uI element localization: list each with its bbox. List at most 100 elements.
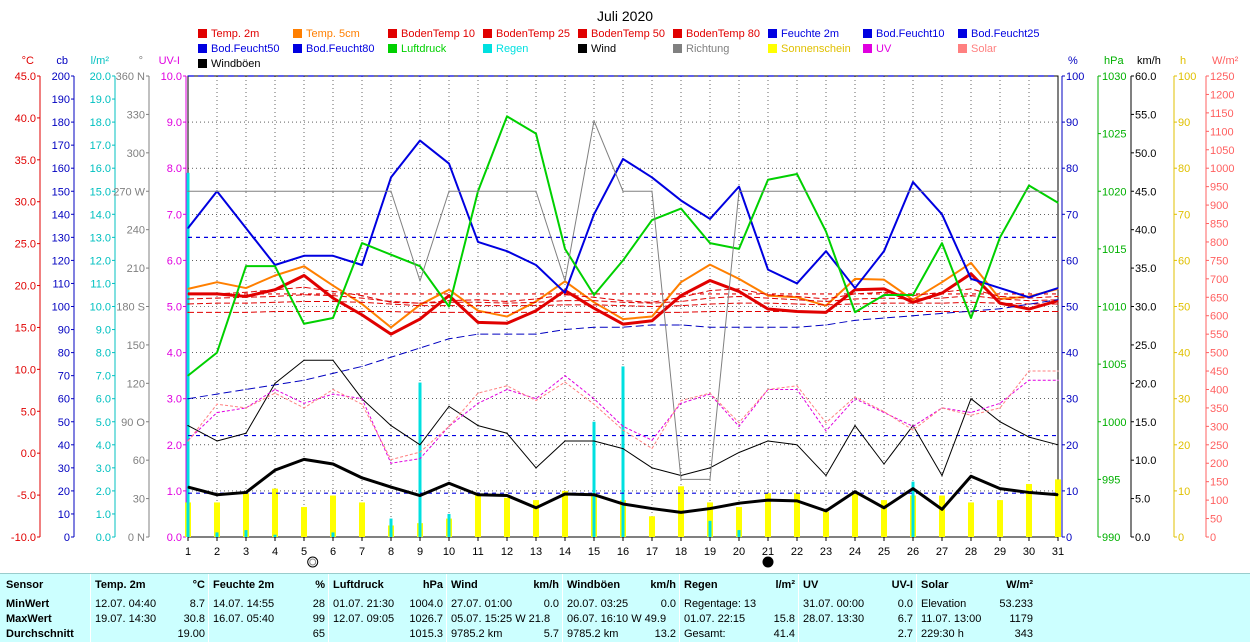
point-feuchte-2m [390, 176, 392, 179]
point-richtung [970, 190, 972, 192]
stats-unit: °C [192, 579, 205, 591]
point-solar [245, 407, 247, 409]
point-bod-feucht10 [477, 333, 479, 335]
stats-column-press: Luftdruck hPa 01.07. 21:30 1004.0 12.07. 09:… [328, 574, 447, 642]
axis-tick-label-solar: 50 [1210, 514, 1222, 526]
legend-label-18: Windböen [211, 58, 261, 70]
point-richtung [448, 190, 450, 192]
moon-new-icon [762, 556, 774, 568]
legend-swatch [578, 44, 587, 53]
point-luftdruck [825, 230, 827, 233]
point-luftdruck [332, 317, 334, 319]
point-bod-feucht10 [419, 347, 421, 349]
stats-cell-label: 20.07. 03:25 [567, 598, 629, 610]
point-luftdruck [709, 242, 711, 244]
legend-label-13: Wind [591, 43, 616, 55]
axis-tick-label-solar: 350 [1210, 403, 1228, 415]
point-feuchte-2m [941, 213, 943, 215]
axis-tick-label-cb: 30 [58, 463, 70, 475]
point-bodentemp-10 [216, 293, 218, 295]
point-uv [999, 402, 1001, 404]
stats-cell-value: 5.7 [543, 628, 559, 640]
point-solar [622, 429, 624, 431]
axis-tick-label-temp: 5.0 [21, 406, 36, 418]
point-feuchte-2m [970, 278, 972, 280]
legend-label-17: Solar [971, 43, 997, 55]
legend-swatch [198, 59, 207, 68]
legend-swatch [293, 29, 302, 38]
point-solar [390, 458, 392, 461]
point-solar [332, 388, 334, 391]
point-temp-5cm [651, 315, 653, 318]
point-bod-feucht10 [825, 324, 827, 326]
point-bodentemp-10 [535, 298, 537, 300]
point-bod-feucht10 [854, 319, 856, 321]
point-richtung [390, 190, 392, 192]
x-tick-label-26: 26 [907, 546, 919, 558]
axis-tick-label-solar: 250 [1210, 440, 1228, 452]
legend-label-2: BodenTemp 10 [401, 28, 475, 40]
point-bod-feucht10 [593, 326, 595, 328]
axis-tick-label-sun: 0 [1178, 532, 1184, 544]
point-bodentemp-80 [738, 310, 740, 313]
axis-tick-label-solar: 850 [1210, 219, 1228, 231]
weather-chart: Juli 2020 Temp. 2m Temp. 5cm BodenTemp 10 Bo… [11, 8, 1239, 568]
point-luftdruck [593, 294, 595, 296]
stats-cell-value: 41.4 [773, 628, 795, 640]
bar-regen-1 [186, 172, 190, 537]
point-richtung [274, 190, 276, 192]
x-tick-label-4: 4 [272, 546, 278, 558]
point-luftdruck [303, 323, 305, 325]
point-feuchte-2m [709, 218, 711, 220]
stats-header: UV [803, 579, 819, 591]
x-tick-label-6: 6 [330, 546, 336, 558]
point-wind [506, 494, 508, 497]
axis-tick-label-rain: 17.0 [90, 140, 111, 152]
axis-tick-label-hum: 10 [1066, 486, 1078, 498]
stats-cell-value: 19.00 [177, 628, 205, 640]
axis-tick-label-press: 990 [1102, 532, 1120, 544]
row-label-sensor: Sensor [6, 579, 44, 591]
point-bodentemp-10 [825, 298, 827, 300]
bar-regen-16 [621, 366, 625, 537]
axis-tick-label-rain: 8.0 [96, 348, 111, 360]
axis-tick-label-press: 1030 [1102, 71, 1126, 83]
point-solar [274, 392, 276, 394]
x-tick-label-2: 2 [214, 546, 220, 558]
point-bod-feucht10 [535, 333, 537, 335]
axis-tick-label-press: 995 [1102, 474, 1120, 486]
point-temp-2m [883, 288, 885, 290]
axis-tick-label-solar: 200 [1210, 458, 1228, 470]
axis-tick-label-solar: 500 [1210, 348, 1228, 360]
point-temp-2m [651, 320, 653, 322]
stats-cell-value: 6.7 [897, 613, 913, 625]
axis-tick-label-cb: 90 [58, 325, 70, 337]
x-tick-label-19: 19 [704, 546, 716, 558]
bar-sonnenschein-24 [852, 493, 858, 537]
point-windb-en [796, 444, 798, 446]
point-richtung [767, 190, 769, 192]
x-tick-label-5: 5 [301, 546, 307, 558]
bar-regen-15 [592, 421, 596, 537]
axis-tick-label-uv: 7.0 [167, 209, 182, 221]
point-luftdruck [999, 236, 1001, 238]
axis-tick-label-rain: 16.0 [90, 163, 111, 175]
point-wind [332, 463, 334, 465]
point-bod-feucht10 [738, 326, 740, 328]
point-uv [303, 402, 305, 404]
point-solar [1057, 370, 1059, 372]
bar-sonnenschein-6 [330, 495, 336, 537]
point-bodentemp-50 [941, 302, 943, 304]
axis-tick-label-solar: 550 [1210, 329, 1228, 341]
axis-tick-label-cb: 0 [64, 532, 70, 544]
axis-unit-dir: ° [139, 55, 143, 67]
point-bodentemp-50 [593, 304, 595, 306]
point-feuchte-2m [564, 292, 566, 294]
axis-tick-label-solar: 600 [1210, 311, 1228, 323]
point-windb-en [941, 474, 943, 477]
point-temp-5cm [738, 278, 740, 280]
axis-tick-label-rain: 3.0 [96, 463, 111, 475]
point-bodentemp-50 [767, 302, 769, 304]
bar-sonnenschein-17 [649, 516, 655, 537]
point-bod-feucht10 [564, 328, 566, 331]
